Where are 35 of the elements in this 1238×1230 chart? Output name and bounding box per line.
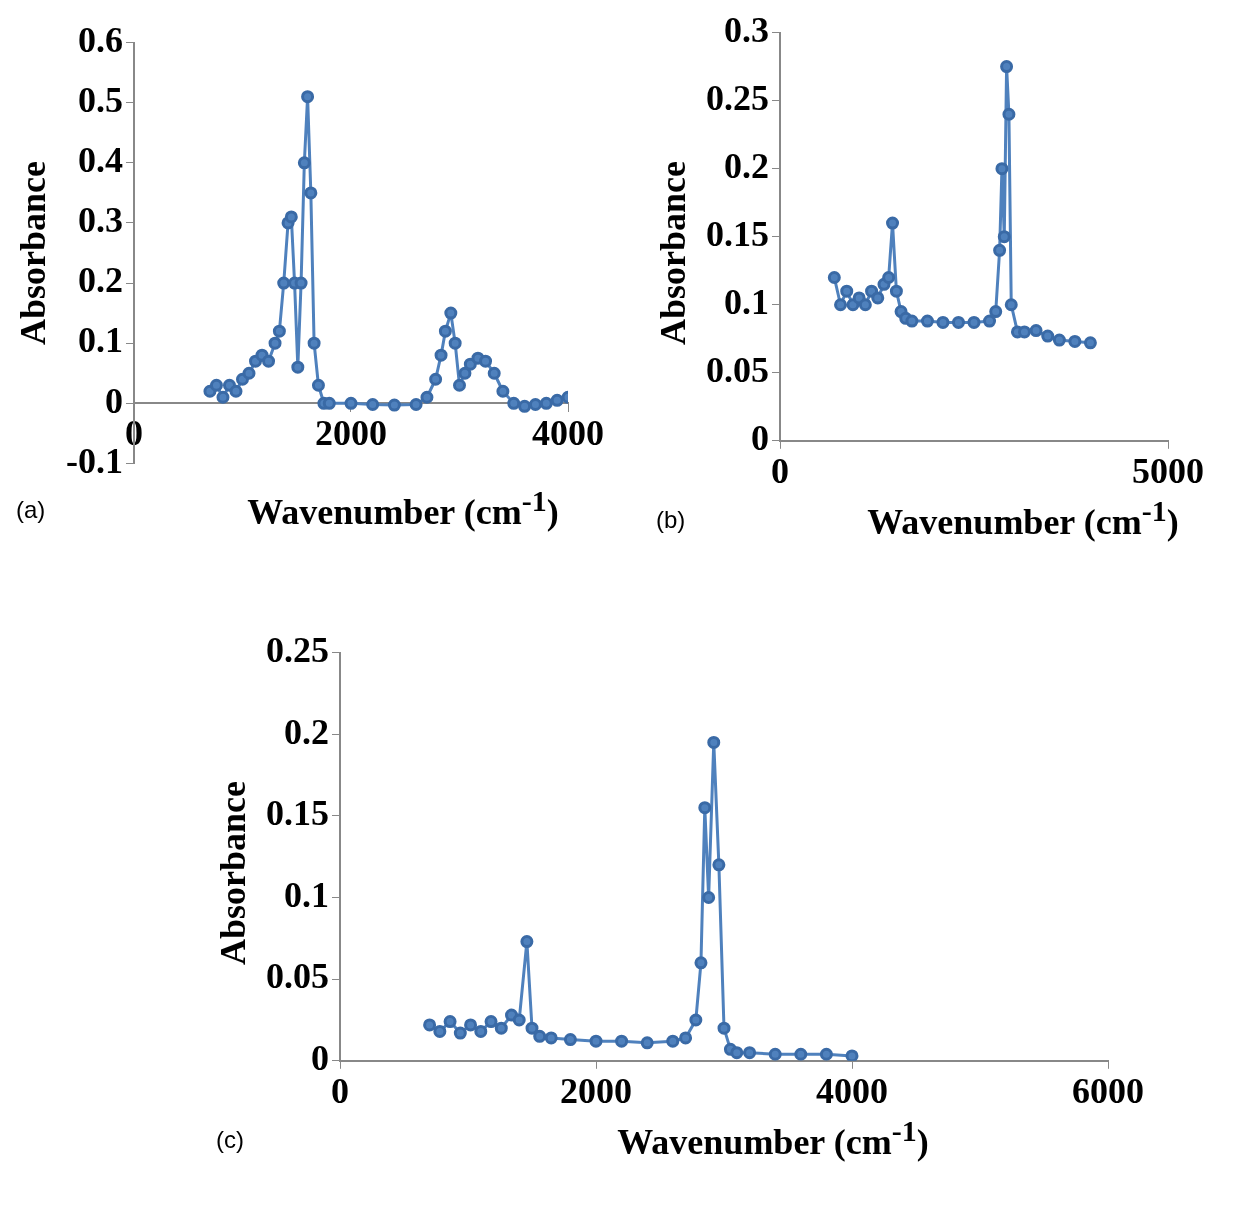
y-tick-label: 0.05	[266, 956, 329, 997]
y-axis-title: Absorbance	[652, 160, 694, 346]
y-tick-label: 0.25	[706, 77, 769, 118]
y-tick-label: 0.3	[724, 9, 769, 50]
y-tick-label: 0.1	[77, 320, 123, 361]
y-tick-label: 0.5	[77, 80, 123, 121]
y-tick-label: 0.3	[77, 200, 123, 241]
text: (c)	[216, 1126, 244, 1154]
y-tick-label: 0	[311, 1038, 329, 1079]
y-tick-label: 0.15	[266, 793, 329, 834]
x-tick-label: 5000	[1132, 450, 1204, 491]
x-tick-label: 4000	[532, 413, 604, 454]
y-tick-label: 0.1	[724, 282, 769, 323]
y-tick-label: 0.25	[266, 629, 329, 670]
x-tick-label: 6000	[1072, 1070, 1144, 1111]
y-tick-label: 0.6	[77, 19, 123, 60]
y-axis-title: Absorbance	[12, 160, 54, 346]
y-tick-label: 0.4	[77, 140, 123, 181]
y-tick-label: 0.2	[284, 711, 329, 752]
y-tick-label: 0.05	[706, 350, 769, 391]
y-tick-label: 0.1	[284, 874, 329, 915]
x-tick-label: 2000	[560, 1070, 632, 1111]
y-tick-label: 0.2	[77, 260, 123, 301]
x-tick-label: 4000	[816, 1070, 888, 1111]
x-axis-title: Wavenumber (cm$^{-1}$)	[866, 494, 1180, 543]
x-tick-label: 2000	[314, 413, 387, 454]
y-axis-title: Absorbance	[212, 780, 254, 966]
x-axis-title: Wavenumber (cm$^{-1}$)	[246, 484, 560, 533]
y-tick-label: 0	[104, 380, 123, 421]
text: (a)	[16, 496, 46, 524]
y-tick-label: 0.2	[724, 145, 769, 186]
y-tick-label: 0.15	[706, 214, 769, 254]
text: (b)	[656, 506, 686, 534]
x-axis-title: Wavenumber (cm$^{-1}$)	[616, 1114, 930, 1163]
y-tick-label: -0.1	[65, 440, 123, 481]
